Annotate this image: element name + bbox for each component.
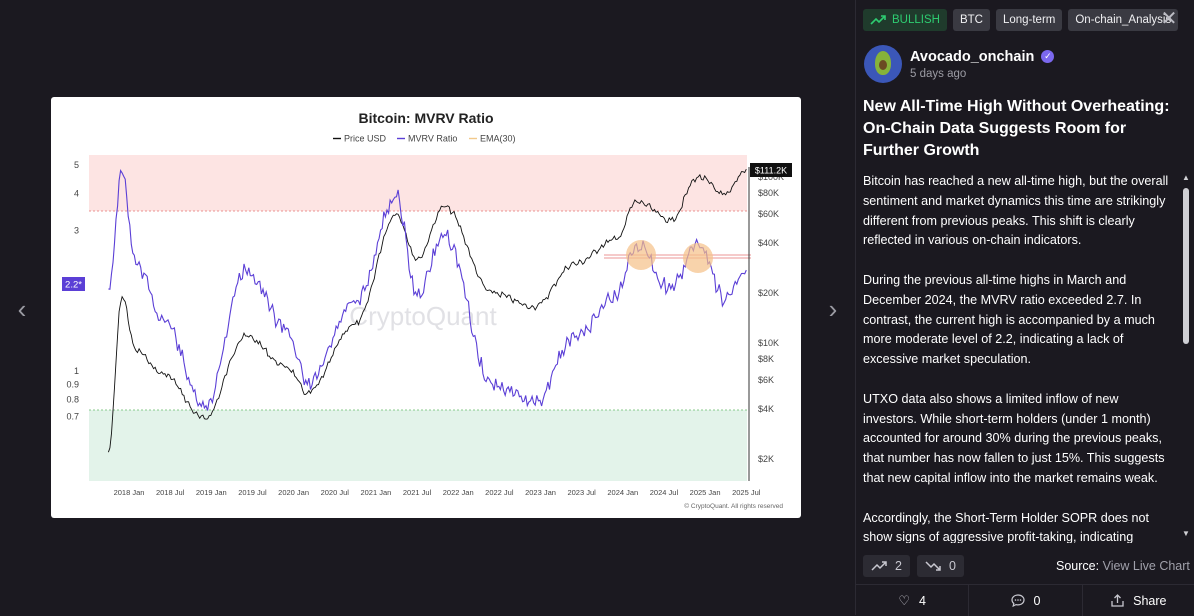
tag-on-chain-analysis[interactable]: On-chain_Analysis (1068, 9, 1179, 31)
chart-legend: Price USD MVRV Ratio EMA(30) (333, 134, 516, 144)
like-count: 4 (919, 593, 926, 608)
x-tick-label: 2022 Jul (485, 488, 514, 497)
y-right-tick-label: $20K (758, 288, 779, 298)
share-label: Share (1133, 593, 1167, 608)
mvrv-chart: Bitcoin: MVRV Ratio Price USD MVRV Ratio E… (62, 110, 792, 510)
current-price-label: $111.2K (755, 166, 787, 176)
heart-icon: ♡ (898, 592, 911, 608)
current-mvrv-label: 2.2* (65, 280, 82, 291)
scroll-down-icon[interactable]: ▼ (1182, 529, 1190, 538)
tag-label: BULLISH (892, 14, 940, 26)
post-title: New All-Time High Without Overheating: O… (863, 98, 1170, 159)
upvote-count: 2 (895, 559, 902, 573)
like-button[interactable]: ♡ 4 (856, 585, 970, 616)
x-tick-label: 2024 Jan (607, 488, 638, 497)
x-tick-label: 2023 Jan (525, 488, 556, 497)
view-live-chart-link[interactable]: View Live Chart (1102, 559, 1190, 573)
trend-down-icon (925, 561, 941, 571)
share-button[interactable]: Share (1083, 585, 1194, 616)
y-left-tick-label: 0.7 (66, 412, 79, 422)
y-right-tick-label: $40K (758, 238, 779, 248)
x-tick-label: 2024 Jul (650, 488, 679, 497)
highlight-circle-december-2024 (683, 243, 713, 273)
highlight-circle-march-2024 (626, 240, 656, 270)
x-tick-label: 2019 Jan (196, 488, 227, 497)
chart-viewer: ‹ › Bitcoin: MVRV Ratio Price USD MVRV Ra… (17, 97, 838, 518)
y-right-tick-label: $60K (758, 209, 779, 219)
legend-label: MVRV Ratio (408, 134, 457, 144)
body-paragraph: UTXO data also shows a limited inflow of… (863, 391, 1165, 485)
post-panel: BULLISH BTC Long-term On-chain_Analysis … (855, 0, 1194, 616)
post-timestamp: 5 days ago (910, 67, 967, 80)
body-paragraph: During the previous all-time highs in Ma… (863, 272, 1155, 367)
vote-controls: 2 0 (863, 555, 964, 577)
trend-up-icon (870, 15, 886, 25)
tag-btc[interactable]: BTC (952, 9, 990, 31)
x-tick-label: 2020 Jul (321, 488, 350, 497)
x-tick-label: 2020 Jan (278, 488, 309, 497)
author-name[interactable]: Avocado_onchain (910, 48, 1035, 65)
action-bar: ♡ 4 0 Share (856, 584, 1194, 616)
chart-title: Bitcoin: MVRV Ratio (358, 110, 493, 126)
next-arrow-icon[interactable]: › (828, 294, 838, 324)
y-left-tick-label: 1 (74, 366, 79, 376)
source-line: Source: View Live Chart (1056, 559, 1190, 573)
previous-arrow-icon[interactable]: ‹ (17, 294, 27, 324)
scroll-thumb[interactable] (1183, 188, 1189, 344)
x-tick-label: 2019 Jul (238, 488, 267, 497)
x-axis: 2018 Jan 2018 Jul 2019 Jan 2019 Jul 2020 Jan… (114, 488, 761, 497)
overheated-zone (89, 155, 747, 211)
y-left-tick-label: 5 (74, 160, 79, 170)
chart-image: Bitcoin: MVRV Ratio Price USD MVRV Ratio E… (51, 97, 801, 518)
undervalued-zone (89, 410, 747, 481)
y-left-tick-label: 0.8 (66, 395, 79, 405)
x-tick-label: 2018 Jul (156, 488, 185, 497)
downvote-count: 0 (948, 559, 956, 573)
y-right-tick-label: $8K (758, 354, 774, 364)
source-label: Source: (1056, 559, 1100, 573)
scroll-up-icon[interactable]: ▲ (1182, 173, 1190, 182)
downvote-button[interactable]: 0 (916, 555, 964, 577)
x-tick-label: 2022 Jan (443, 488, 474, 497)
x-tick-label: 2021 Jul (403, 488, 432, 497)
x-tick-label: 2025 Jan (690, 488, 721, 497)
y-right-tick-label: $10K (758, 338, 779, 348)
chart-watermark: CryptoQuant (349, 301, 497, 331)
y-left-tick-label: 3 (74, 225, 79, 235)
upvote-button[interactable]: 2 (863, 555, 910, 577)
x-tick-label: 2025 Jul (732, 488, 761, 497)
y-left-tick-label: 4 (74, 189, 79, 199)
current-price-badge (750, 163, 792, 177)
price-series-line (107, 169, 747, 453)
author-block: Avocado_onchain ✓ 5 days ago (864, 45, 1055, 83)
current-mvrv-badge (62, 277, 85, 291)
y-right-tick-label: $2K (758, 454, 774, 464)
body-paragraph: Accordingly, the Short-Term Holder SOPR … (863, 510, 1150, 543)
comment-button[interactable]: 0 (969, 585, 1083, 616)
tag-list: BULLISH BTC Long-term On-chain_Analysis (863, 8, 1179, 32)
comment-icon (1010, 594, 1025, 607)
y-left-tick-label: 0.9 (66, 380, 79, 390)
body-paragraph: Bitcoin has reached a new all-time high,… (863, 174, 1169, 248)
y-right-tick-label: $4K (758, 404, 774, 414)
legend-label: Price USD (344, 134, 387, 144)
comment-count: 0 (1033, 593, 1041, 608)
x-tick-label: 2018 Jan (114, 488, 145, 497)
avatar[interactable] (864, 45, 902, 83)
chart-copyright: © CryptoQuant. All rights reserved (684, 502, 783, 510)
legend-label: EMA(30) (480, 134, 516, 144)
right-axis: $100K$80K$60K$40K$20K$10K$8K$6K$4K$2K (758, 172, 784, 464)
tag-long-term[interactable]: Long-term (995, 9, 1063, 31)
trend-up-icon (871, 561, 887, 571)
x-tick-label: 2021 Jan (360, 488, 391, 497)
post-body: Bitcoin has reached a new all-time high,… (863, 172, 1175, 543)
post-scrollbar[interactable]: ▲ ▼ (1180, 170, 1192, 544)
tag-bullish[interactable]: BULLISH (863, 9, 947, 31)
verified-badge-icon: ✓ (1041, 50, 1055, 63)
x-tick-label: 2023 Jul (567, 488, 596, 497)
y-right-tick-label: $6K (758, 375, 774, 385)
close-icon[interactable]: ✕ (1160, 8, 1178, 30)
y-right-tick-label: $80K (758, 188, 779, 198)
share-icon (1111, 594, 1124, 607)
